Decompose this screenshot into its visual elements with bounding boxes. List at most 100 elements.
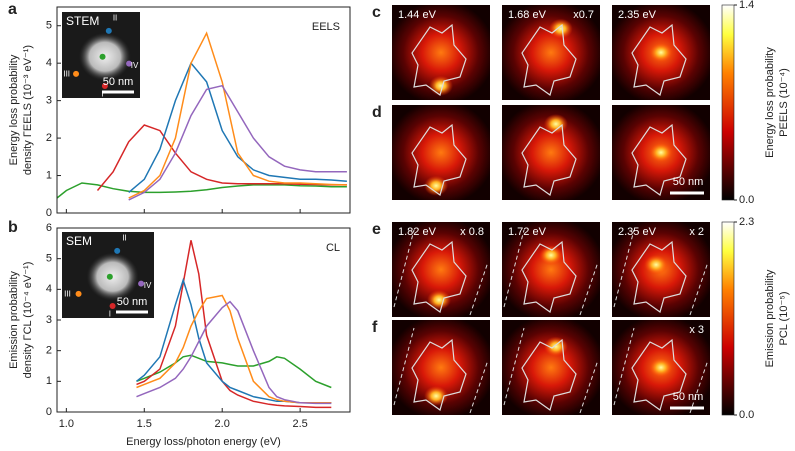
series-line	[56, 182, 347, 199]
map-image	[502, 320, 600, 415]
particle-outline	[411, 23, 467, 96]
factor-label: x0.7	[573, 9, 594, 21]
marker-label: II	[113, 14, 117, 23]
colorbar-tick-label: 0.0	[739, 409, 754, 421]
inset-label: SEM	[66, 234, 92, 248]
factor-label: x 2	[689, 226, 704, 238]
plot-frame	[56, 227, 351, 413]
particle-outline	[411, 123, 467, 196]
hot-spot	[424, 175, 449, 196]
marker-label: I	[101, 89, 103, 98]
y-tick-label: 5	[46, 253, 52, 265]
particle-outline	[521, 123, 577, 196]
marker-label: I	[109, 309, 111, 318]
scale-label: 50 nm	[103, 76, 134, 88]
y-tick-label: 3	[46, 314, 52, 326]
factor-label: x 0.8	[460, 226, 484, 238]
energy-label: 1.68 eV	[508, 9, 547, 21]
particle-outline	[631, 338, 687, 411]
marker-label: II	[122, 234, 126, 243]
energy-label: 1.44 eV	[398, 9, 437, 21]
hot-spot	[644, 254, 669, 275]
colorbar-tick-label: 0.0	[739, 194, 754, 206]
factor-label: x 3	[689, 324, 704, 336]
particle-outline	[521, 23, 577, 96]
marker-label: IV	[131, 61, 139, 70]
plot-frame	[56, 6, 351, 214]
marker-dot	[105, 27, 112, 34]
substrate-edge	[613, 229, 709, 316]
series-line	[136, 354, 332, 389]
marker-dot	[75, 290, 82, 297]
hot-spot	[543, 336, 568, 357]
panel-letter: f	[372, 319, 378, 336]
x-tick-label: 2.5	[292, 418, 307, 430]
substrate-edge	[613, 327, 709, 414]
x-tick-label: 1.0	[59, 418, 74, 430]
y-tick-label: 3	[46, 95, 52, 107]
series-line	[136, 294, 332, 404]
hot-spot	[427, 289, 452, 310]
marker-dot	[73, 70, 80, 77]
substrate-edge	[503, 327, 599, 414]
colorbar	[721, 4, 735, 201]
marker-dot	[126, 60, 133, 67]
y-axis-label: density ΓEELS (10⁻³ eV⁻¹)	[22, 45, 34, 175]
colorbar-label: Energy loss probability	[764, 47, 776, 158]
panel-letter: d	[372, 104, 382, 121]
series-line	[128, 61, 347, 193]
scale-label: 50 nm	[673, 176, 704, 188]
energy-label: 1.72 eV	[508, 226, 547, 238]
y-tick-label: 2	[46, 345, 52, 357]
hot-spot	[539, 245, 563, 266]
marker-dot	[109, 302, 116, 309]
panel-letter: b	[8, 219, 18, 236]
colorbar-label: Emission probability	[764, 269, 776, 367]
x-tick-label: 1.5	[137, 418, 152, 430]
colorbar-tick-label: 1.4	[739, 0, 754, 11]
panel-tag: CL	[326, 242, 340, 254]
y-axis-label: Energy loss probability	[8, 54, 20, 165]
y-tick-label: 1	[46, 375, 52, 387]
hot-spot	[649, 42, 673, 63]
map-image	[502, 5, 600, 100]
particle-outline	[411, 240, 467, 313]
panel-letter: a	[8, 1, 17, 18]
y-tick-label: 0	[46, 406, 52, 418]
energy-label: 1.82 eV	[398, 226, 437, 238]
scale-label: 50 nm	[673, 391, 704, 403]
y-tick-label: 4	[46, 57, 52, 69]
scale-label: 50 nm	[117, 296, 148, 308]
colorbar	[721, 221, 735, 416]
colorbar-label: PCL (10⁻⁵)	[778, 292, 790, 346]
center-dot	[106, 273, 113, 280]
substrate-edge	[393, 327, 489, 414]
y-tick-label: 1	[46, 169, 52, 181]
panel-letter: e	[372, 221, 381, 238]
particle-outline	[631, 23, 687, 96]
colorbar-tick-label: 2.3	[739, 216, 754, 228]
hot-spot	[548, 18, 573, 39]
particle-outline	[631, 240, 687, 313]
series-line	[128, 84, 347, 201]
y-tick-label: 0	[46, 207, 52, 219]
substrate-edge	[393, 229, 489, 316]
series-line	[136, 300, 332, 405]
y-axis-label: Emission probability	[8, 271, 20, 369]
particle-outline	[521, 338, 577, 411]
y-tick-label: 5	[46, 20, 52, 32]
marker-dot	[138, 280, 145, 287]
panel-letter: c	[372, 4, 381, 21]
substrate-edge	[503, 229, 599, 316]
marker-label: III	[64, 290, 71, 299]
particle-outline	[521, 240, 577, 313]
marker-dot	[101, 82, 108, 89]
x-tick-label: 2.0	[215, 418, 230, 430]
inset-label: STEM	[66, 14, 99, 28]
y-axis-label: density ΓCL (10⁻⁴ eV⁻¹)	[22, 262, 34, 379]
colorbar-label: PEELS (10⁻⁴)	[778, 68, 790, 137]
y-tick-label: 4	[46, 283, 52, 295]
map-image	[502, 222, 600, 317]
y-tick-label: 2	[46, 132, 52, 144]
